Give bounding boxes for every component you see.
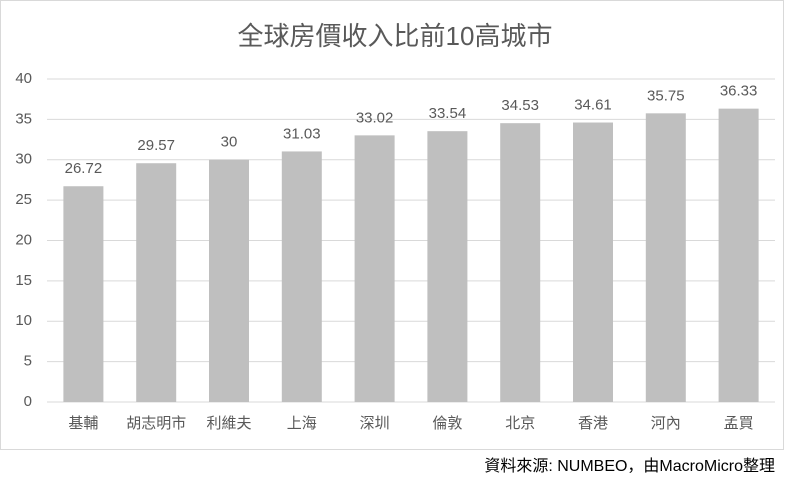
y-tick-label: 20	[15, 231, 32, 248]
data-label: 33.54	[429, 105, 467, 122]
y-tick-label: 5	[24, 353, 32, 370]
y-tick-label: 35	[15, 110, 32, 127]
data-label: 31.03	[283, 125, 321, 142]
x-tick-label: 倫敦	[432, 415, 462, 432]
y-tick-label: 30	[15, 151, 32, 168]
data-label: 36.33	[720, 83, 758, 100]
data-label: 33.02	[356, 109, 394, 126]
x-tick-label: 河內	[651, 415, 681, 432]
bar	[209, 159, 249, 402]
bar	[645, 113, 686, 402]
x-tick-label: 利維夫	[206, 415, 251, 432]
y-tick-label: 40	[15, 70, 32, 87]
y-tick-label: 15	[15, 272, 32, 289]
data-label: 26.72	[65, 160, 103, 177]
x-tick-label: 基輔	[68, 415, 98, 432]
x-tick-label: 香港	[578, 415, 608, 432]
data-label: 34.53	[501, 97, 539, 114]
y-tick-label: 25	[15, 191, 32, 208]
chart-title: 全球房價收入比前10高城市	[238, 21, 553, 51]
bar	[136, 163, 177, 402]
y-tick-label: 10	[15, 312, 32, 329]
source-note: 資料來源: NUMBEO，由MacroMicro整理	[484, 457, 775, 475]
bar	[500, 123, 541, 402]
bar	[427, 131, 468, 403]
bar	[573, 122, 613, 403]
y-tick-label: 0	[24, 393, 32, 410]
x-tick-label: 胡志明市	[126, 415, 186, 432]
x-tick-label: 北京	[505, 415, 535, 432]
x-tick-label: 孟買	[724, 415, 754, 432]
bar	[63, 186, 104, 402]
data-label: 30	[221, 134, 238, 151]
data-label: 29.57	[137, 137, 175, 154]
data-label: 35.75	[647, 87, 685, 104]
x-tick-label: 上海	[287, 415, 317, 432]
data-label: 34.61	[574, 96, 612, 113]
bar	[281, 151, 322, 402]
x-tick-label: 深圳	[360, 415, 390, 432]
bar	[354, 135, 395, 402]
bar	[718, 108, 759, 402]
